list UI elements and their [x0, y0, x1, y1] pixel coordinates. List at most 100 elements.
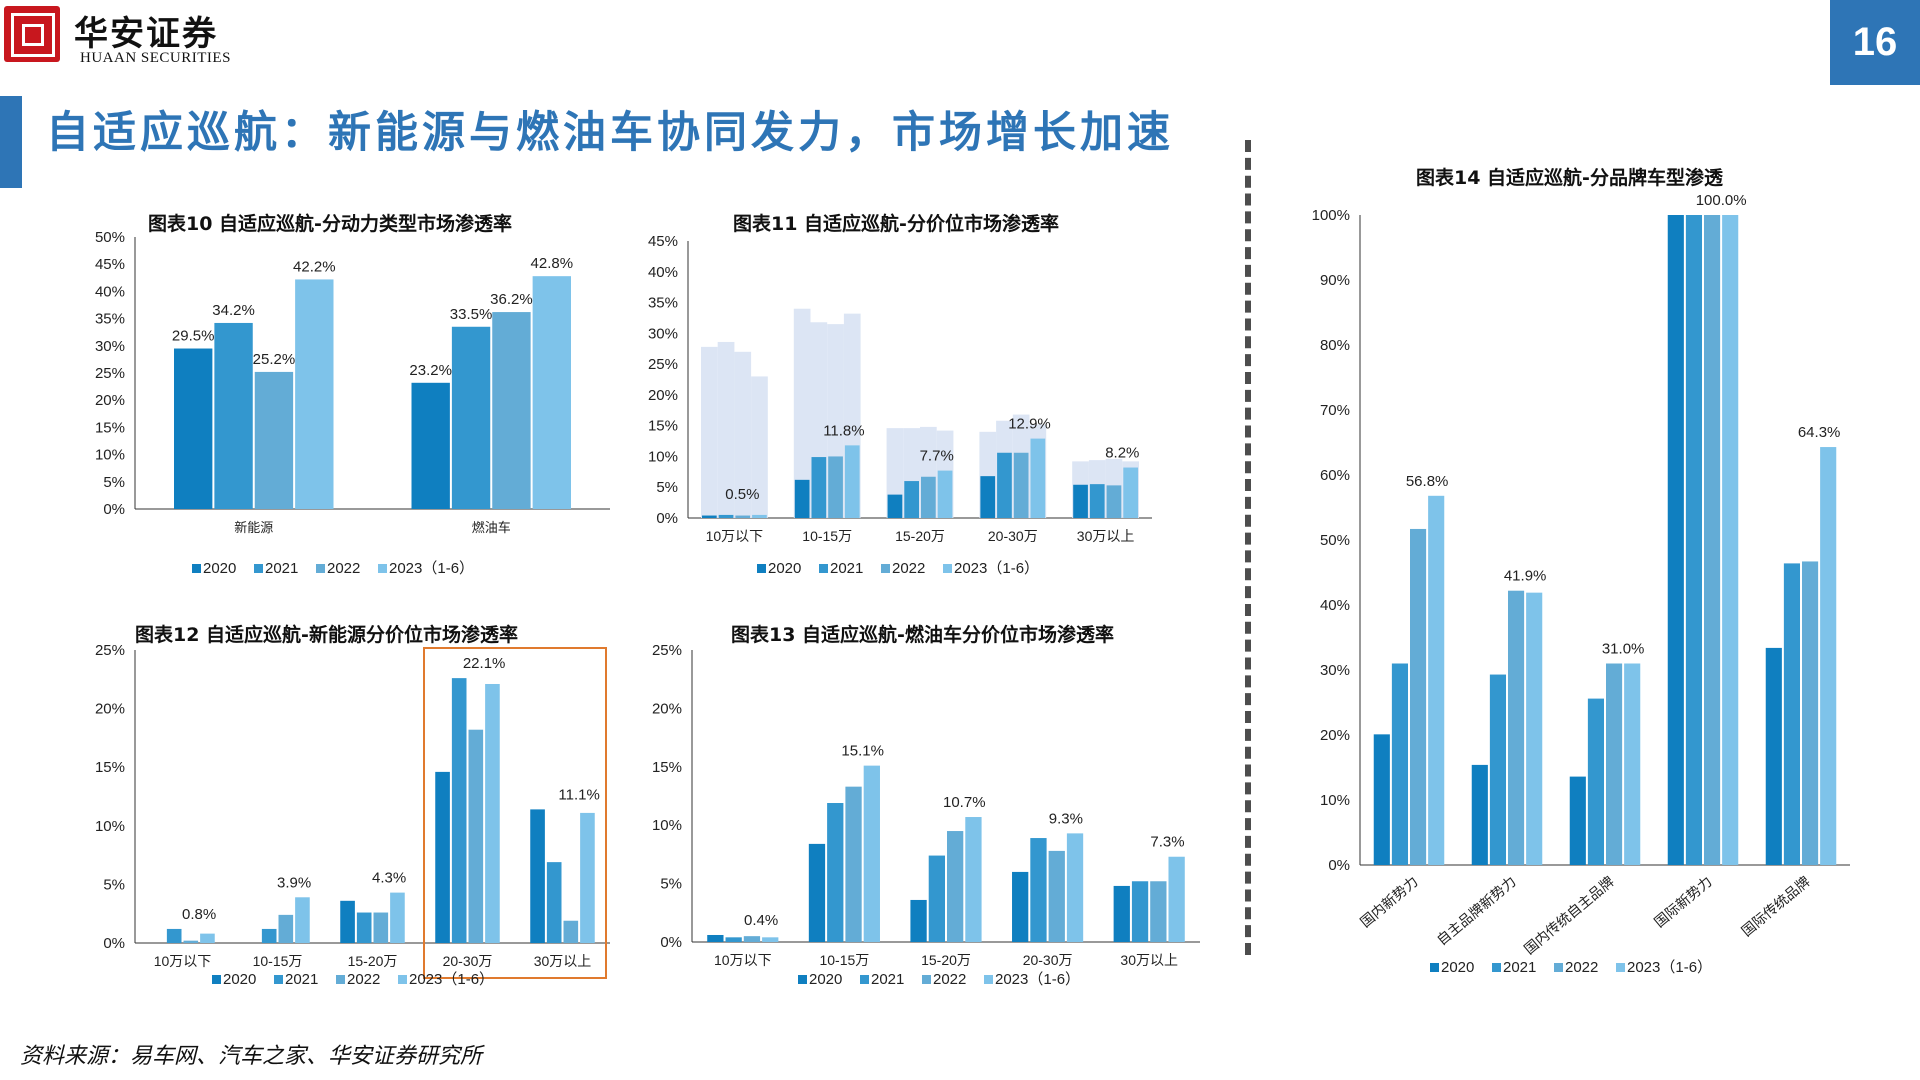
- bar: [762, 937, 779, 942]
- data-label: 8.2%: [1105, 445, 1139, 462]
- y-tick-label: 0%: [660, 934, 682, 951]
- y-tick-label: 15%: [652, 759, 682, 776]
- bar: [1587, 698, 1604, 865]
- bar: [1606, 663, 1623, 865]
- bar: [845, 786, 862, 942]
- category-label: 10万以下: [154, 953, 212, 969]
- legend-label: 2021: [285, 971, 318, 988]
- y-tick-label: 40%: [648, 264, 678, 281]
- y-tick-label: 10%: [648, 448, 678, 465]
- bar: [174, 348, 213, 509]
- y-tick-label: 0%: [103, 935, 125, 952]
- bar: [1373, 734, 1390, 865]
- y-tick-label: 5%: [103, 876, 125, 893]
- background-bar: [700, 346, 718, 518]
- bar: [200, 933, 215, 943]
- bar: [1089, 484, 1105, 518]
- category-label: 10万以下: [714, 952, 772, 968]
- bar: [1802, 561, 1819, 865]
- data-label: 11.1%: [558, 786, 599, 803]
- y-tick-label: 25%: [95, 365, 125, 382]
- legend-swatch: [757, 564, 766, 573]
- bar: [1508, 590, 1525, 865]
- data-label: 7.7%: [920, 448, 954, 465]
- legend-swatch: [860, 975, 869, 984]
- bar: [743, 936, 761, 942]
- chart13-ice-penetration-by-price: 0% 5% 10% 15% 20% 25% 0.4% 15.1% 10.7% 9.3% 7.3% 10…: [652, 642, 1200, 988]
- y-tick-label: 0%: [103, 501, 125, 518]
- bar: [1765, 647, 1782, 865]
- background-bar: [793, 308, 811, 518]
- bar: [707, 934, 724, 942]
- bar: [997, 452, 1012, 518]
- legend-swatch: [881, 564, 890, 573]
- category-label: 20-30万: [988, 528, 1038, 544]
- category-label: 国内新势力: [1357, 873, 1421, 930]
- section-divider: [1245, 140, 1251, 955]
- bar: [965, 817, 982, 942]
- bar: [794, 479, 810, 518]
- category-label: 20-30万: [1023, 952, 1073, 968]
- y-tick-label: 25%: [652, 642, 682, 659]
- y-tick-label: 5%: [656, 479, 678, 496]
- bar: [1569, 776, 1586, 865]
- legend-label: 2021: [1503, 959, 1536, 976]
- bar: [827, 803, 844, 942]
- data-label: 41.9%: [1504, 568, 1547, 585]
- chart10-penetration-by-power-type: 0% 5% 10% 15% 20% 25% 30% 35% 40% 45% 50% 29.5% 23.2…: [95, 229, 610, 577]
- chart14-penetration-by-brand: 0% 10% 20% 30% 40% 50% 60% 70% 80% 90% 100% 56.8% 41…: [1312, 192, 1850, 976]
- bar: [725, 937, 742, 942]
- y-tick-label: 35%: [95, 311, 125, 328]
- bar: [1704, 215, 1721, 865]
- bar: [295, 897, 310, 943]
- data-label: 22.1%: [463, 655, 506, 672]
- bar: [1685, 215, 1702, 865]
- category-label: 15-20万: [895, 528, 945, 544]
- data-label: 42.2%: [293, 258, 336, 275]
- bar: [1410, 528, 1427, 865]
- bar: [254, 371, 294, 509]
- legend-swatch: [819, 564, 828, 573]
- data-label: 15.1%: [841, 743, 884, 760]
- category-label: 国内传统自主品牌: [1521, 873, 1617, 957]
- legend-label: 2021: [830, 560, 863, 577]
- legend-label: 2023（1-6）: [954, 560, 1039, 577]
- bar: [937, 470, 953, 518]
- background-bar: [734, 351, 752, 518]
- bar: [166, 928, 182, 943]
- data-label: 33.5%: [450, 306, 493, 323]
- bar: [1168, 856, 1185, 942]
- legend-swatch: [274, 975, 283, 984]
- y-tick-label: 25%: [648, 356, 678, 373]
- y-tick-label: 60%: [1320, 467, 1350, 484]
- bar: [1030, 438, 1046, 518]
- data-label: 10.7%: [943, 794, 986, 811]
- bar: [468, 729, 484, 943]
- legend-label: 2022: [1565, 959, 1598, 976]
- chart13-title: 图表13 自适应巡航-燃油车分价位市场渗透率: [731, 624, 1114, 646]
- legend-label: 2021: [871, 971, 904, 988]
- logo-chinese-name: 华安证券: [74, 14, 218, 54]
- bar: [183, 940, 199, 943]
- legend-label: 2022: [327, 560, 360, 577]
- legend-swatch: [254, 564, 263, 573]
- y-tick-label: 5%: [660, 876, 682, 893]
- bar: [340, 900, 355, 943]
- page-number: 16: [1830, 0, 1920, 85]
- bar: [980, 476, 996, 518]
- legend-swatch: [922, 975, 931, 984]
- bar: [295, 279, 334, 509]
- chart11-penetration-by-price: 0% 5% 10% 15% 20% 25% 30% 35% 40% 45% 0.5% 11.8% 7.7…: [648, 233, 1152, 577]
- category-label: 燃油车: [472, 520, 511, 535]
- data-label: 56.8%: [1406, 473, 1449, 490]
- bar: [435, 771, 450, 943]
- bar: [1013, 452, 1029, 518]
- category-label: 30万以上: [534, 953, 592, 969]
- bar: [451, 678, 467, 943]
- data-label: 25.2%: [253, 351, 296, 368]
- bar: [530, 809, 545, 943]
- data-label: 42.8%: [531, 255, 574, 272]
- y-tick-label: 15%: [95, 759, 125, 776]
- y-tick-label: 20%: [1320, 727, 1350, 744]
- bar: [863, 765, 880, 942]
